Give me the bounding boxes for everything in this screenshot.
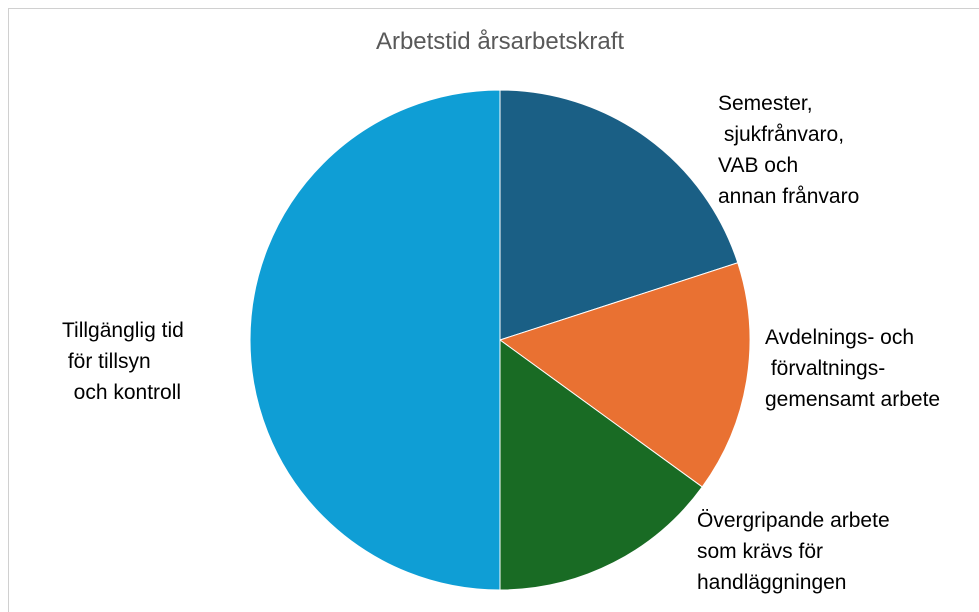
chart-frame bbox=[8, 8, 979, 612]
pie-slice bbox=[499, 89, 739, 341]
pie-slice bbox=[498, 262, 751, 488]
pie-slice bbox=[249, 89, 501, 591]
slice-label: Tillgänglig tid för tillsyn och kontroll bbox=[62, 319, 184, 404]
slice-label: Övergripande arbete som krävs för handlä… bbox=[697, 509, 890, 594]
slice-label: Semester, sjukfrånvaro, VAB och annan fr… bbox=[718, 92, 860, 208]
chart-title: Arbetstid årsarbetskraft bbox=[375, 28, 625, 55]
pie-slice bbox=[499, 339, 703, 591]
slice-label: Avdelnings- och förvaltnings- gemensamt … bbox=[765, 326, 941, 411]
